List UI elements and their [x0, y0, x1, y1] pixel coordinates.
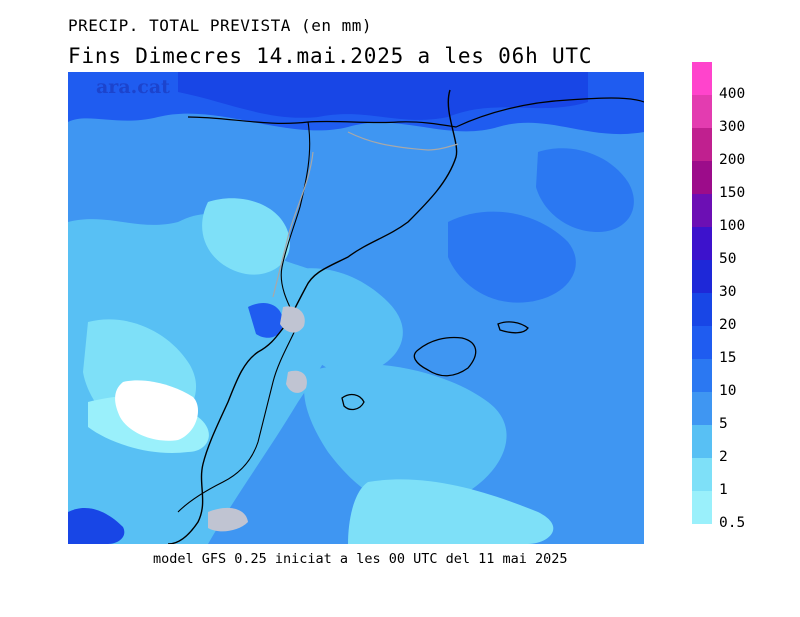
source-credit-logo: ara.cat [96, 76, 170, 98]
precip-zone-ebro-delta [288, 268, 403, 375]
legend-swatch [692, 128, 712, 161]
legend-label: 150 [719, 185, 746, 201]
precip-zone-east-sea [448, 211, 576, 303]
legend-label: 15 [719, 350, 737, 366]
precip-zone-sea-south [348, 479, 554, 544]
border-grey [347, 131, 459, 151]
border-catalonia [177, 121, 311, 513]
legend-label: 300 [719, 119, 746, 135]
island-mallorca [413, 336, 477, 377]
legend-swatch [692, 62, 712, 95]
legend-label: 5 [719, 416, 728, 432]
precip-zone-pocket [248, 302, 283, 338]
precip-zone-none [115, 380, 198, 441]
legend-swatch [692, 293, 712, 326]
map-canvas [68, 72, 644, 544]
precipitation-map: ara.cat [68, 72, 644, 544]
precip-zone-central [202, 198, 290, 275]
legend-swatch [692, 491, 712, 524]
legend-swatch [692, 260, 712, 293]
legend-swatch [692, 359, 712, 392]
precip-zone-southwest [68, 507, 125, 544]
legend-swatch [692, 227, 712, 260]
legend-label: 30 [719, 284, 737, 300]
map-title: PRECIP. TOTAL PREVISTA (en mm) [68, 16, 372, 35]
island-menorca [497, 321, 529, 334]
precip-zone-gulf-lion [536, 148, 634, 232]
legend-label: 20 [719, 317, 737, 333]
legend-swatch [692, 392, 712, 425]
legend-label: 1 [719, 482, 728, 498]
legend-swatch [692, 326, 712, 359]
legend-label: 10 [719, 383, 737, 399]
precip-zone-sea-center [304, 363, 507, 509]
precip-zone-interior-west [68, 213, 340, 544]
legend-swatch [692, 95, 712, 128]
legend-swatch [692, 458, 712, 491]
legend-swatch [692, 194, 712, 227]
border-grey-2 [272, 151, 314, 298]
island-ibiza [341, 393, 365, 411]
model-footer: model GFS 0.25 iniciat a les 00 UTC del … [153, 551, 568, 567]
precip-zone-pyrenees [178, 72, 588, 120]
legend-label: 100 [719, 218, 746, 234]
legend-label: 200 [719, 152, 746, 168]
border-pyrenees [187, 97, 644, 128]
map-subtitle: Fins Dimecres 14.mai.2025 a les 06h UTC [68, 44, 593, 68]
terrain-island [286, 370, 307, 393]
legend-label: 50 [719, 251, 737, 267]
precip-legend: 400 300 200 150 100 50 30 20 15 10 5 2 1 0.5 [692, 62, 745, 531]
legend-label: 0.5 [719, 515, 746, 531]
legend-swatch [692, 425, 712, 458]
legend-label: 400 [719, 86, 746, 102]
legend-label: 2 [719, 449, 728, 465]
legend-swatch [692, 161, 712, 194]
terrain-south [208, 507, 248, 532]
terrain-ebro [280, 306, 305, 333]
